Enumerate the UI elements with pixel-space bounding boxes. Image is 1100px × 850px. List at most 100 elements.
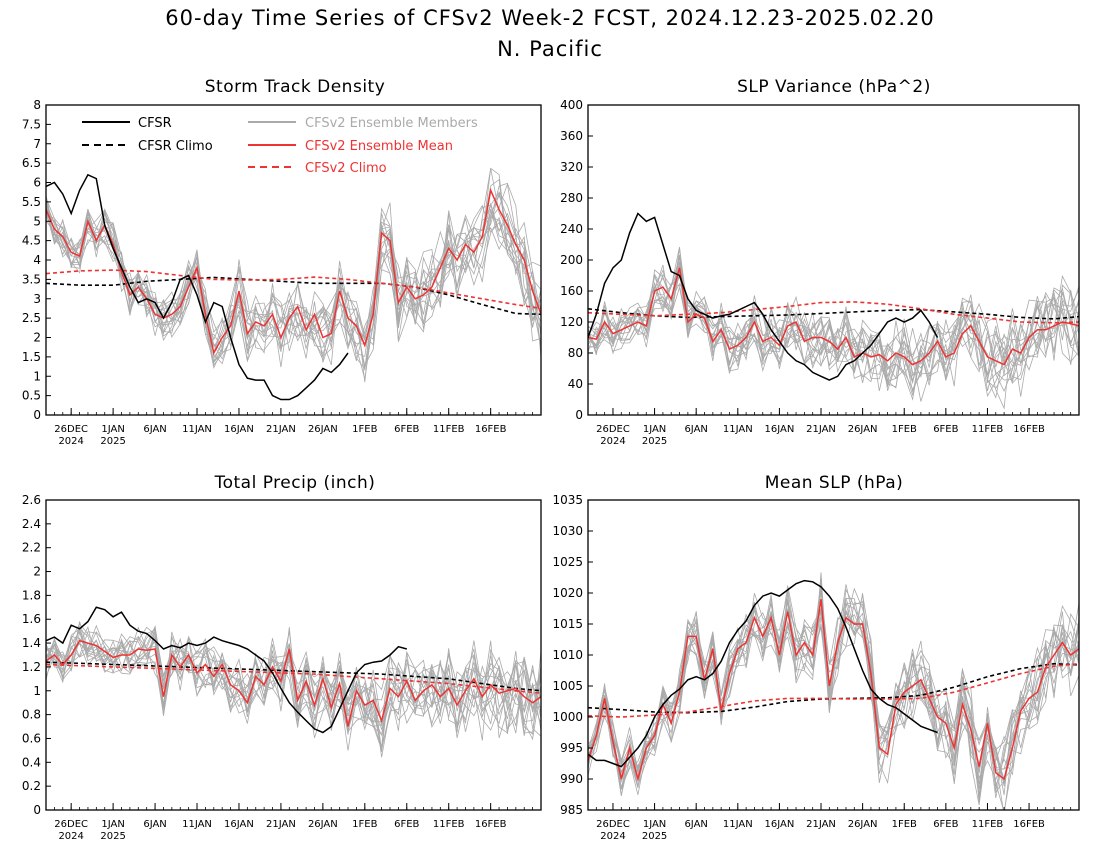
x-tick-label: 1JAN [101, 424, 124, 435]
legend-label: CFSR [138, 116, 172, 131]
y-tick-label: 4.5 [22, 234, 41, 248]
ensemble-mean-line [588, 599, 1079, 782]
y-tick-label: 160 [560, 284, 583, 298]
y-tick-label: 3 [33, 292, 41, 306]
x-tick-label: 11FEB [433, 424, 465, 435]
y-tick-label: 1035 [552, 493, 583, 507]
cfsr-climo-line [588, 662, 1079, 714]
y-tick-label: 1025 [552, 555, 583, 569]
ensemble-member-line [46, 200, 541, 370]
y-tick-label: 200 [560, 253, 583, 267]
y-tick-label: 0.5 [22, 389, 41, 403]
x-tick-label: 11JAN [182, 424, 212, 435]
x-year-label: 2025 [100, 831, 125, 842]
x-tick-label: 16JAN [224, 424, 254, 435]
ensemble-member-line [46, 627, 541, 752]
legend-label: CFSv2 Climo [305, 161, 387, 176]
cfsr-climo-line [46, 661, 541, 692]
figure-subtitle: N. Pacific [497, 37, 603, 61]
figure-title: 60-day Time Series of CFSv2 Week-2 FCST,… [165, 6, 934, 30]
panel-title: Mean SLP (hPa) [765, 473, 904, 493]
x-tick-label: 1FEB [352, 424, 377, 435]
x-year-label: 2024 [600, 831, 625, 842]
plot-area [588, 572, 1079, 810]
panel-title: Storm Track Density [205, 77, 386, 97]
x-year-label: 2024 [58, 831, 83, 842]
ensemble-member-line [588, 589, 1079, 791]
y-tick-label: 6 [33, 176, 41, 190]
ensemble-member-line [46, 631, 541, 736]
cfsr-line [46, 173, 349, 401]
cfsr-climo-line [588, 308, 1079, 320]
cfsv2-climo-line [46, 663, 541, 694]
y-tick-label: 320 [560, 160, 583, 174]
y-tick-label: 2.6 [22, 493, 41, 507]
x-tick-label: 6FEB [394, 819, 419, 830]
cfsr-line [46, 606, 407, 734]
y-tick-label: 1.8 [22, 588, 41, 602]
x-tick-label: 6FEB [933, 819, 958, 830]
x-year-label: 2024 [600, 436, 625, 447]
x-tick-label: 6JAN [143, 424, 166, 435]
y-tick-label: 1030 [552, 524, 583, 538]
ensemble-mean-line [46, 187, 541, 356]
x-tick-label: 6JAN [684, 424, 707, 435]
x-tick-label: 11FEB [972, 819, 1004, 830]
y-tick-label: 2.2 [22, 541, 41, 555]
y-tick-label: 7.5 [22, 117, 41, 131]
legend-label: CFSv2 Ensemble Mean [305, 139, 453, 154]
cfsr-climo-line [46, 276, 541, 316]
x-tick-label: 16JAN [224, 819, 254, 830]
y-tick-label: 1000 [552, 710, 583, 724]
y-tick-label: 1005 [552, 679, 583, 693]
y-tick-label: 0 [33, 803, 41, 817]
y-tick-label: 6.5 [22, 156, 41, 170]
plot-area [46, 167, 541, 401]
y-tick-label: 5 [33, 214, 41, 228]
x-tick-label: 11FEB [433, 819, 465, 830]
plot-area [588, 212, 1079, 410]
plot-area [46, 606, 541, 758]
legend-label: CFSv2 Ensemble Members [305, 116, 478, 131]
ensemble-member-line [46, 631, 541, 752]
x-tick-label: 6FEB [933, 424, 958, 435]
y-tick-label: 240 [560, 222, 583, 236]
y-tick-label: 995 [560, 741, 583, 755]
x-tick-label: 26DEC [596, 424, 630, 435]
x-tick-label: 1JAN [643, 424, 666, 435]
y-tick-label: 1020 [552, 586, 583, 600]
ensemble-member-line [46, 628, 541, 741]
x-tick-label: 26JAN [308, 819, 338, 830]
cfsr-line [588, 579, 938, 768]
y-tick-label: 5.5 [22, 195, 41, 209]
x-tick-label: 26DEC [596, 819, 630, 830]
x-tick-label: 11JAN [182, 819, 212, 830]
y-tick-label: 1.5 [22, 350, 41, 364]
x-tick-label: 26JAN [848, 819, 878, 830]
ensemble-member-line [588, 256, 1079, 410]
ensemble-member-line [588, 264, 1079, 392]
x-tick-label: 6FEB [394, 424, 419, 435]
y-tick-label: 2 [33, 565, 41, 579]
y-tick-label: 2.5 [22, 311, 41, 325]
y-tick-label: 1010 [552, 648, 583, 662]
x-tick-label: 1JAN [643, 819, 666, 830]
y-tick-label: 2.4 [22, 517, 41, 531]
x-tick-label: 21JAN [266, 819, 296, 830]
ensemble-member-line [46, 202, 541, 369]
x-tick-label: 6JAN [684, 819, 707, 830]
ensemble-member-line [588, 273, 1079, 389]
ensemble-member-line [46, 190, 541, 380]
y-tick-label: 8 [33, 98, 41, 112]
ensemble-member-line [588, 257, 1079, 397]
ensemble-member-line [588, 261, 1079, 398]
plot-frame [45, 499, 542, 811]
y-tick-label: 120 [560, 315, 583, 329]
x-tick-label: 11FEB [972, 424, 1004, 435]
slp-variance-panel: SLP Variance (hPa^2) 0 40 80 120 160 200 240 28… [560, 77, 1080, 447]
x-year-label: 2025 [642, 436, 667, 447]
x-tick-label: 16FEB [475, 424, 507, 435]
y-tick-label: 400 [560, 98, 583, 112]
x-tick-label: 26JAN [308, 424, 338, 435]
y-tick-label: 4 [33, 253, 41, 267]
